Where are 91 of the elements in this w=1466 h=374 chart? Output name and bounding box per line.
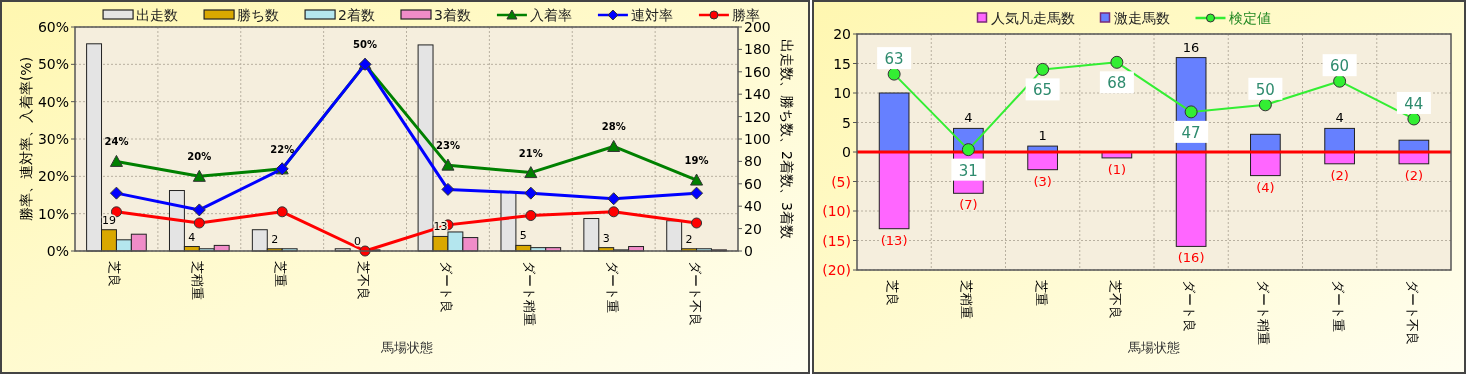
- x-tick-label: 芝稍重: [959, 280, 975, 319]
- data-label: 47: [1181, 123, 1201, 142]
- y2-tick-label: 120: [744, 108, 771, 125]
- legend-label: 人気凡走馬数: [990, 10, 1075, 26]
- data-label: (7): [959, 197, 978, 213]
- data-label: 50%: [353, 39, 378, 51]
- data-label: 4: [188, 230, 196, 244]
- y2-tick-label: 60: [744, 175, 762, 192]
- data-label: 28%: [601, 121, 626, 133]
- data-label: 2: [685, 232, 693, 246]
- x-tick-label: 芝稍重: [190, 261, 206, 300]
- legend-label: 入着率: [529, 7, 572, 23]
- data-label: (13): [880, 232, 908, 248]
- y-tick-label: (10): [822, 203, 851, 219]
- data-label: 4: [1335, 110, 1344, 126]
- data-label: 19%: [684, 155, 709, 167]
- y-tick-label: 40%: [37, 93, 69, 110]
- x-tick-label: ダート良: [438, 261, 454, 313]
- data-label: 21%: [518, 147, 543, 159]
- data-label: 0: [354, 235, 362, 248]
- x-tick-label: 芝良: [885, 280, 901, 306]
- data-label: 19: [101, 213, 116, 227]
- x-tick-label: ダート重: [1330, 280, 1346, 332]
- data-label: (3): [1033, 173, 1052, 189]
- data-label: 24%: [104, 136, 129, 148]
- x-tick-label: 芝良: [107, 261, 123, 287]
- y-tick-label: 50%: [37, 56, 69, 73]
- data-label: (2): [1330, 167, 1349, 183]
- y2-tick-label: 20: [744, 220, 762, 237]
- data-label: (1): [1107, 161, 1127, 177]
- x-tick-label: ダート不良: [1404, 280, 1420, 345]
- y-tick-label: 5: [842, 114, 851, 131]
- legend-label: 激走馬数: [1113, 10, 1170, 26]
- data-label: 3: [602, 231, 610, 245]
- x-tick-label: ダート不良: [687, 261, 703, 326]
- y2-tick-label: 80: [744, 153, 762, 170]
- data-label: 2: [271, 232, 279, 246]
- y-tick-label: 10%: [37, 205, 69, 222]
- y-tick-label: 30%: [37, 131, 69, 147]
- y-tick-label: 0%: [46, 243, 69, 259]
- data-label: 31: [958, 161, 978, 180]
- x-tick-label: 芝重: [1033, 280, 1049, 306]
- y-tick-label: (15): [822, 232, 851, 249]
- x-axis-title: 馬場状態: [379, 340, 433, 355]
- legend-label: 3着数: [434, 7, 471, 23]
- x-tick-label: ダート稍重: [521, 261, 537, 326]
- data-label: 68: [1107, 74, 1127, 93]
- data-label: 16: [1182, 39, 1200, 55]
- data-label: 60: [1330, 57, 1350, 76]
- data-label: 63: [884, 50, 904, 69]
- data-label: 20%: [187, 151, 212, 163]
- data-label: (2): [1404, 167, 1424, 183]
- y-tick-label: 20%: [37, 168, 69, 185]
- y2-tick-label: 140: [744, 86, 771, 103]
- data-label: 22%: [270, 143, 295, 155]
- y-tick-label: 60%: [37, 19, 69, 35]
- y-axis-title: 勝率、連対率、入着率(%): [18, 56, 34, 222]
- x-tick-label: ダート稍重: [1256, 280, 1272, 345]
- y2-tick-label: 160: [744, 63, 771, 80]
- y-tick-label: 10: [833, 85, 851, 101]
- legend-label: 2着数: [338, 7, 375, 23]
- legend-label: 連対率: [630, 7, 673, 23]
- x-tick-label: 芝不良: [356, 261, 372, 300]
- y2-tick-label: 40: [744, 198, 762, 215]
- data-label: 1: [1038, 128, 1047, 144]
- x-tick-label: 芝不良: [1107, 280, 1123, 319]
- y-tick-label: 15: [833, 55, 851, 72]
- legend-label: 勝率: [731, 7, 760, 23]
- data-label: (4): [1256, 179, 1275, 195]
- data-label: 5: [519, 229, 527, 243]
- data-label: 4: [964, 110, 973, 126]
- y2-tick-label: 180: [744, 41, 771, 58]
- data-label: 50: [1255, 80, 1275, 99]
- y-tick-label: 0: [842, 144, 851, 160]
- x-axis-title: 馬場状態: [1127, 340, 1180, 355]
- legend-label: 勝ち数: [237, 7, 280, 23]
- y2-tick-label: 0: [744, 243, 753, 259]
- data-label: (16): [1177, 250, 1205, 266]
- legend-label: 出走数: [136, 7, 179, 23]
- x-tick-label: ダート重: [604, 261, 620, 313]
- y2-axis-title: 出走数、勝ち数、2着数、3着数: [779, 39, 795, 239]
- x-tick-label: ダート良: [1182, 280, 1198, 332]
- legend-label: 検定値: [1228, 10, 1271, 26]
- data-label: 23%: [435, 140, 460, 152]
- x-tick-label: 芝重: [273, 261, 289, 287]
- y-tick-label: (20): [822, 262, 851, 278]
- y-tick-label: (5): [831, 173, 851, 190]
- data-label: 44: [1404, 94, 1424, 113]
- y2-tick-label: 100: [744, 131, 771, 147]
- data-label: 65: [1033, 81, 1053, 100]
- y-tick-label: 20: [833, 26, 851, 42]
